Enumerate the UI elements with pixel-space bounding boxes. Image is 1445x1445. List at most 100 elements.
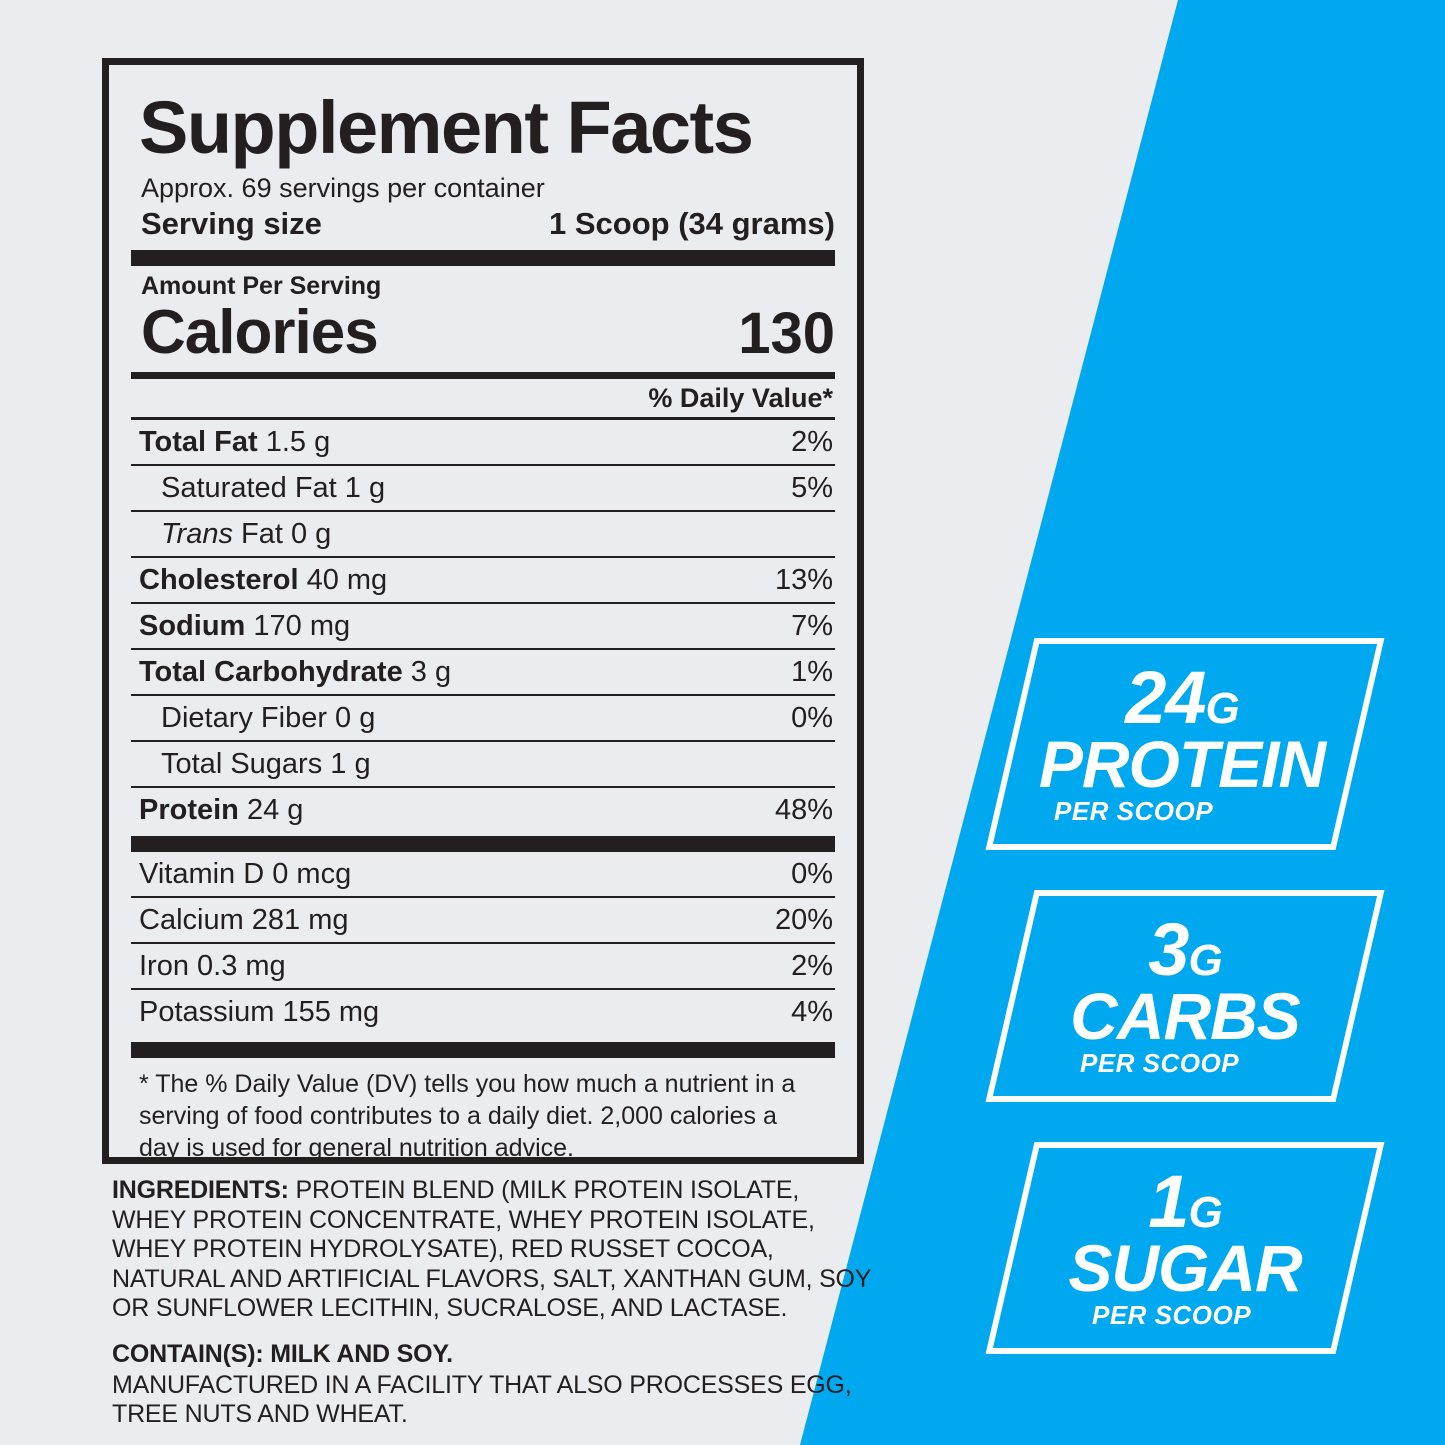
divider-row [131, 464, 835, 466]
daily-value-footnote: * The % Daily Value (DV) tells you how m… [139, 1070, 796, 1162]
nutrient-name: Calcium 281 mg [139, 904, 349, 936]
badge-amount: 24G [1125, 655, 1240, 739]
divider-thick-after-protein [131, 836, 835, 852]
ingredients-body: PROTEIN BLEND (MILK PROTEIN ISOLATE, WHE… [112, 1176, 871, 1322]
nutrient-name-bold: Total Carbohydrate [139, 656, 403, 688]
contains-statement: CONTAIN(S): MILK AND SOY. [112, 1339, 453, 1368]
nutrient-row: Saturated Fat 1 g 5% [131, 466, 835, 510]
ingredients-heading: INGREDIENTS: [112, 1176, 289, 1204]
facility-statement: MANUFACTURED IN A FACILITY THAT ALSO PRO… [112, 1370, 852, 1429]
nutrient-daily-value: 1% [791, 656, 833, 688]
nutrition-badge: 1G SUGAR PER SCOOP [985, 1142, 1385, 1354]
nutrient-name: Vitamin D 0 mcg [139, 858, 352, 890]
nutrient-row: Iron 0.3 mg 2% [131, 944, 835, 988]
serving-size-value: 1 Scoop (34 grams) [549, 206, 835, 241]
nutrient-daily-value: 48% [774, 794, 833, 826]
nutrient-name: Cholesterol 40 mg [139, 564, 388, 596]
ingredients-block: INGREDIENTS: PROTEIN BLEND (MILK PROTEIN… [112, 1176, 872, 1430]
nutrient-row: Vitamin D 0 mcg 0% [131, 852, 835, 896]
nutrient-daily-value: 2% [791, 426, 833, 458]
nutrient-row: Total Fat 1.5 g 2% [131, 420, 835, 464]
divider-thin-dv [131, 417, 835, 420]
nutrient-name-bold: Cholesterol [139, 564, 299, 596]
supplement-facts-panel: Supplement Facts Approx. 69 servings per… [102, 58, 864, 1164]
blue-wedge [800, 0, 1445, 1445]
calories-row: Calories 130 [141, 297, 835, 368]
nutrient-name: Iron 0.3 mg [139, 950, 286, 982]
divider-row [131, 602, 835, 604]
ingredients-text: INGREDIENTS: PROTEIN BLEND (MILK PROTEIN… [112, 1176, 872, 1324]
divider-row [131, 648, 835, 650]
badge-subtext: PER SCOOP [1080, 1048, 1240, 1079]
nutrient-name-bold: Total Fat [139, 426, 258, 458]
divider-thick-top [131, 250, 835, 266]
daily-value-header: % Daily Value* [648, 383, 833, 413]
nutrient-row: Calcium 281 mg 20% [131, 898, 835, 942]
nutrient-row: Total Sugars 1 g [131, 742, 835, 786]
nutrient-daily-value: 7% [791, 610, 833, 642]
divider-row [131, 988, 835, 990]
divider-row [131, 740, 835, 742]
badge-nutrient-name: SUGAR [1068, 1230, 1302, 1305]
nutrient-daily-value: 4% [791, 996, 833, 1028]
divider-medium-calories [131, 372, 835, 379]
nutrient-row: Protein 24 g 48% [131, 788, 835, 832]
badge-amount: 1G [1148, 1159, 1222, 1243]
nutrient-rows-group: Total Fat 1.5 g 2% Saturated Fat 1 g 5% Tran… [131, 420, 835, 832]
nutrient-name: Potassium 155 mg [139, 996, 380, 1028]
badge-content: 24G PROTEIN PER SCOOP [1010, 638, 1360, 850]
serving-size-row: Serving size 1 Scoop (34 grams) [141, 206, 835, 242]
nutrition-badge: 3G CARBS PER SCOOP [985, 890, 1385, 1102]
badge-subtext: PER SCOOP [1092, 1300, 1252, 1331]
nutrient-name: Total Sugars 1 g [161, 748, 371, 780]
micronutrient-rows-group: Vitamin D 0 mcg 0% Calcium 281 mg 20% Iron 0… [131, 852, 835, 1034]
page-title: Supplement Facts [139, 86, 754, 169]
divider-row [131, 556, 835, 558]
badge-nutrient-name: CARBS [1070, 978, 1301, 1053]
nutrient-name: Protein 24 g [139, 794, 304, 826]
nutrient-name-bold: Sodium [139, 610, 246, 642]
nutrient-row: Cholesterol 40 mg 13% [131, 558, 835, 602]
nutrient-name: Sodium 170 mg [139, 610, 351, 642]
badge-content: 3G CARBS PER SCOOP [1010, 890, 1360, 1102]
nutrient-name: Trans Fat 0 g [161, 518, 332, 550]
badge-unit: G [1205, 683, 1240, 733]
divider-row [131, 786, 835, 788]
divider-row [131, 694, 835, 696]
divider-row [131, 896, 835, 898]
divider-thick-before-footnote [131, 1042, 835, 1058]
calories-value: 130 [738, 301, 835, 366]
nutrient-row: Trans Fat 0 g [131, 512, 835, 556]
nutrient-name: Total Carbohydrate 3 g [139, 656, 452, 688]
nutrient-name: Saturated Fat 1 g [161, 472, 386, 504]
badge-subtext: PER SCOOP [1054, 796, 1214, 827]
nutrient-name-bold: Protein [139, 794, 239, 826]
nutrient-daily-value: 0% [791, 858, 833, 890]
servings-per-container: Approx. 69 servings per container [141, 173, 545, 203]
nutrient-daily-value: 5% [791, 472, 833, 504]
nutrient-row: Total Carbohydrate 3 g 1% [131, 650, 835, 694]
nutrition-badge: 24G PROTEIN PER SCOOP [985, 638, 1385, 850]
nutrient-daily-value: 13% [774, 564, 833, 596]
divider-row [131, 510, 835, 512]
badge-content: 1G SUGAR PER SCOOP [1010, 1142, 1360, 1354]
serving-size-label: Serving size [141, 206, 322, 241]
amount-per-serving-label: Amount Per Serving [141, 272, 382, 300]
badge-unit: G [1188, 935, 1222, 985]
nutrition-badges-group: 24G PROTEIN PER SCOOP 3G CARBS PER SCOOP 1G SUG… [985, 638, 1410, 1394]
badge-amount: 3G [1148, 907, 1222, 991]
nutrient-row: Dietary Fiber 0 g 0% [131, 696, 835, 740]
nutrient-daily-value: 0% [791, 702, 833, 734]
nutrient-name: Dietary Fiber 0 g [161, 702, 376, 734]
badge-unit: G [1188, 1187, 1222, 1237]
nutrient-name: Total Fat 1.5 g [139, 426, 331, 458]
nutrient-name-italic: Trans [161, 518, 233, 550]
calories-label: Calories [141, 298, 379, 367]
nutrient-daily-value: 20% [774, 904, 833, 936]
divider-row [131, 942, 835, 944]
badge-nutrient-name: PROTEIN [1038, 726, 1326, 801]
nutrient-row: Potassium 155 mg 4% [131, 990, 835, 1034]
nutrient-row: Sodium 170 mg 7% [131, 604, 835, 648]
nutrient-daily-value: 2% [791, 950, 833, 982]
